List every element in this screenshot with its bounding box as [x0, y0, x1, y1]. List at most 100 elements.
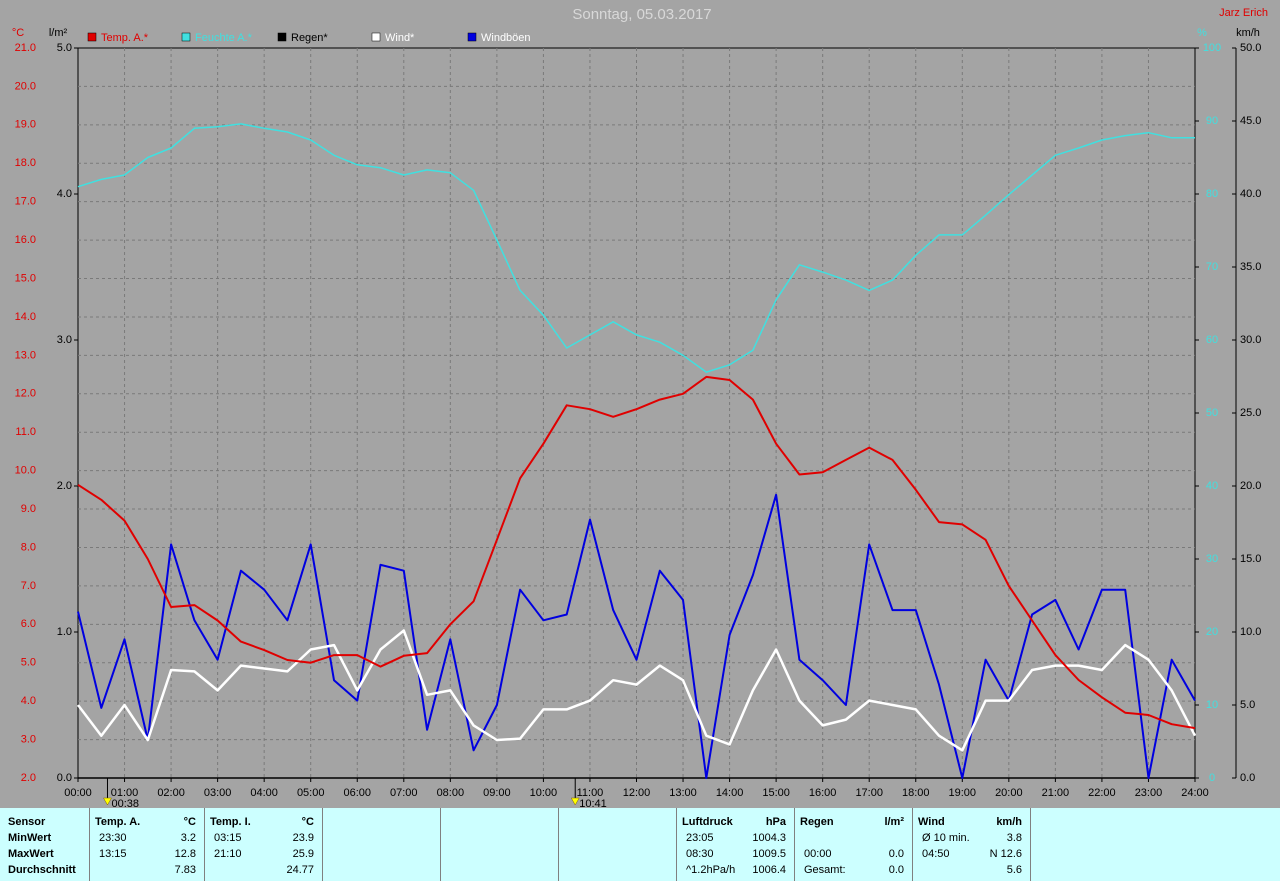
x-tick-label: 16:00	[809, 787, 837, 799]
panel	[441, 808, 559, 881]
y-tick-label: 5.0	[21, 657, 36, 669]
panel-title: Luftdruck	[682, 816, 733, 828]
y3-tick-label: 90	[1206, 115, 1218, 127]
panel: Temp. A. °C 23:30 3.2 13:15 12.8 7.83	[90, 808, 205, 881]
y4-tick-label: 45.0	[1240, 115, 1261, 127]
y2-unit: l/m²	[49, 27, 68, 39]
row-label: MinWert	[8, 832, 52, 844]
x-tick-label: 22:00	[1088, 787, 1116, 799]
stat-value: 23.9	[292, 832, 314, 844]
legend-swatch	[371, 32, 381, 42]
panel-unit: °C	[183, 816, 196, 828]
chart: Sonntag, 05.03.2017 Jarz Erich °C l/m² %…	[12, 6, 1268, 808]
y4-unit: km/h	[1236, 27, 1260, 39]
annotation-label: 00:38	[111, 798, 139, 808]
y2-tick-label: 3.0	[57, 334, 72, 346]
stat-value: 1004.3	[752, 832, 786, 844]
y2-tick-label: 5.0	[57, 42, 72, 54]
stats-table: Sensor MinWert MaxWert Durchschnitt Temp. A.…	[0, 808, 1280, 881]
legend-label: Temp. A.*	[101, 32, 149, 44]
panel-unit: °C	[301, 816, 314, 828]
stat-time: 21:10	[214, 848, 242, 860]
y-tick-label: 19.0	[15, 119, 36, 131]
legend-label: Windböen	[481, 32, 531, 44]
panel-title: Temp. A.	[95, 816, 141, 828]
y-tick-label: 6.0	[21, 618, 36, 630]
y-tick-label: 12.0	[15, 388, 36, 400]
y4-tick-label: 30.0	[1240, 334, 1261, 346]
y4-tick-label: 20.0	[1240, 480, 1261, 492]
x-tick-label: 13:00	[669, 787, 697, 799]
y3-tick-label: 50	[1206, 407, 1218, 419]
annotation-label: 10:41	[579, 798, 607, 808]
x-tick-label: 15:00	[762, 787, 790, 799]
panel-unit: km/h	[996, 816, 1022, 828]
y3-tick-label: 70	[1206, 261, 1218, 273]
x-tick-label: 10:00	[530, 787, 558, 799]
stat-value: 3.2	[180, 832, 196, 844]
stat-value: 24.77	[286, 864, 314, 876]
x-tick-label: 19:00	[949, 787, 977, 799]
panel-unit: hPa	[765, 816, 786, 828]
y3-tick-label: 30	[1206, 553, 1218, 565]
stat-value: 5.6	[1006, 864, 1022, 876]
y3-unit: %	[1197, 27, 1207, 39]
x-tick-label: 17:00	[855, 787, 883, 799]
y2-tick-label: 4.0	[57, 188, 72, 200]
x-tick-label: 24:00	[1181, 787, 1209, 799]
stat-time: Gesamt:	[804, 864, 846, 876]
panel: Wind km/h Ø 10 min. 3.8 04:50 N 12.6 5.6	[913, 808, 1031, 881]
stat-value: N 12.6	[989, 848, 1022, 860]
x-tick-label: 11:00	[577, 787, 604, 799]
y-tick-label: 2.0	[21, 772, 36, 784]
legend-label: Regen*	[291, 32, 328, 44]
y4-tick-label: 10.0	[1240, 626, 1261, 638]
x-tick-label: 21:00	[1042, 787, 1070, 799]
y4-tick-label: 5.0	[1240, 699, 1255, 711]
y-tick-label: 14.0	[15, 311, 36, 323]
y-tick-label: 21.0	[15, 42, 36, 54]
y4-tick-label: 15.0	[1240, 553, 1261, 565]
y4-tick-label: 35.0	[1240, 261, 1261, 273]
panel	[559, 808, 677, 881]
stat-time: 23:30	[99, 832, 127, 844]
y-tick-label: 8.0	[21, 541, 36, 553]
y2-tick-label: 1.0	[57, 626, 72, 638]
legend-label: Feuchte A.*	[195, 32, 253, 44]
stat-value: 1006.4	[752, 864, 786, 876]
stat-time: 23:05	[686, 832, 714, 844]
stat-time: 03:15	[214, 832, 242, 844]
series-line	[77, 629, 1197, 752]
y-tick-label: 3.0	[21, 733, 36, 745]
x-tick-label: 09:00	[483, 787, 511, 799]
y3-tick-label: 20	[1206, 626, 1218, 638]
y4-tick-label: 25.0	[1240, 407, 1261, 419]
stat-value: 3.8	[1006, 832, 1022, 844]
legend-swatch	[87, 32, 97, 42]
annotation-icon	[103, 797, 112, 806]
y2-tick-label: 0.0	[57, 772, 72, 784]
x-tick-label: 20:00	[995, 787, 1023, 799]
stat-value: 1009.5	[752, 848, 786, 860]
y4-tick-label: 0.0	[1240, 772, 1255, 784]
chart-title: Sonntag, 05.03.2017	[572, 6, 711, 23]
panel-title: Wind	[918, 816, 945, 828]
stat-time: 08:30	[686, 848, 714, 860]
y3-tick-label: 100	[1203, 42, 1221, 54]
y-tick-label: 4.0	[21, 695, 36, 707]
panel-unit: l/m²	[884, 816, 904, 828]
x-tick-label: 06:00	[343, 787, 371, 799]
panel: Luftdruck hPa 23:05 1004.3 08:30 1009.5 ^1.2hP…	[677, 808, 795, 881]
x-tick-label: 07:00	[390, 787, 418, 799]
panel	[323, 808, 441, 881]
y3-tick-label: 10	[1206, 699, 1218, 711]
y-tick-label: 18.0	[15, 157, 36, 169]
x-tick-label: 14:00	[716, 787, 744, 799]
y3-tick-label: 80	[1206, 188, 1218, 200]
legend-swatch	[277, 32, 287, 42]
y4-tick-label: 40.0	[1240, 188, 1261, 200]
panel: Regen l/m² 00:00 0.0 Gesamt: 0.0	[795, 808, 913, 881]
x-tick-label: 18:00	[902, 787, 930, 799]
legend-label: Wind*	[385, 32, 415, 44]
